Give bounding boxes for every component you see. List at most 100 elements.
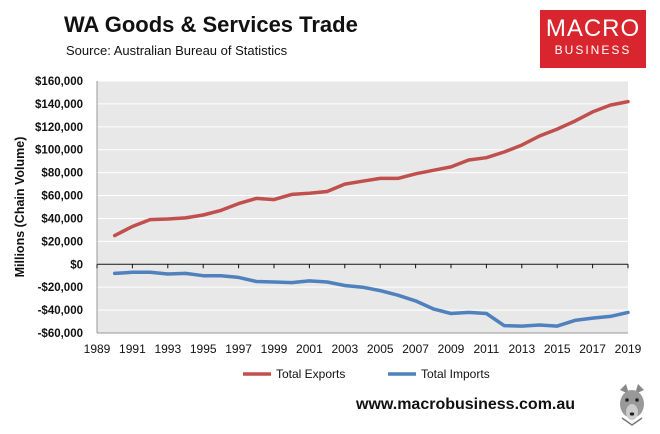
y-tick-label: $120,000 — [35, 122, 83, 134]
exports-data-point — [184, 216, 187, 220]
x-tick-label: 2007 — [402, 342, 429, 356]
exports-data-point — [591, 110, 594, 114]
imports-data-point — [626, 311, 630, 314]
exports-data-point — [556, 127, 559, 131]
y-tick-label: $20,000 — [41, 236, 83, 248]
exports-data-point — [449, 165, 453, 169]
imports-data-point — [591, 316, 594, 320]
x-tick-label: 2015 — [544, 342, 571, 356]
exports-data-point — [237, 202, 240, 205]
imports-data-point — [325, 280, 329, 284]
imports-data-point — [219, 274, 223, 277]
exports-data-point — [520, 143, 523, 147]
imports-data-point — [272, 280, 276, 284]
website-url: www.macrobusiness.com.au — [356, 396, 576, 413]
x-tick-label: 1993 — [154, 342, 181, 356]
chart-source: Source: Australian Bureau of Statistics — [66, 43, 288, 58]
exports-data-point — [396, 177, 400, 180]
exports-data-point — [166, 217, 169, 221]
exports-data-point — [467, 158, 470, 162]
y-tick-label: -$20,000 — [38, 282, 83, 294]
x-tick-label: 2017 — [579, 342, 606, 356]
y-tick-label: -$40,000 — [38, 305, 83, 317]
imports-data-point — [237, 276, 240, 279]
imports-data-point — [467, 311, 470, 314]
y-tick-label: $100,000 — [35, 145, 83, 157]
exports-data-point — [202, 213, 205, 217]
y-tick-label: $140,000 — [35, 99, 83, 111]
exports-data-point — [573, 119, 577, 123]
imports-data-point — [556, 324, 559, 328]
x-tick-label: 2019 — [615, 342, 642, 356]
x-tick-label: 1995 — [190, 342, 217, 356]
y-tick-label: $60,000 — [41, 191, 83, 203]
imports-data-point — [609, 315, 612, 318]
imports-data-point — [538, 323, 541, 327]
imports-data-point — [573, 319, 577, 322]
y-tick-label: $0 — [70, 259, 83, 271]
exports-data-point — [308, 192, 311, 195]
exports-series-line — [112, 99, 630, 238]
x-tick-label: 2013 — [508, 342, 535, 356]
legend-exports-label: Total Exports — [276, 367, 345, 381]
exports-data-point — [255, 197, 258, 200]
imports-data-point — [166, 272, 169, 276]
exports-data-point — [538, 134, 541, 138]
plot-area — [97, 81, 628, 333]
wolf-mascot-icon — [614, 382, 650, 426]
macrobusiness-logo: MACRO BUSINESS — [540, 10, 646, 68]
x-tick-label: 2003 — [331, 342, 358, 356]
x-tick-label: 1997 — [225, 342, 252, 356]
exports-data-point — [502, 150, 506, 154]
exports-data-point — [148, 218, 152, 221]
y-axis-label: Millions (Chain Volume) — [13, 137, 27, 278]
exports-data-point — [609, 103, 612, 107]
x-tick-label: 1989 — [84, 342, 111, 356]
exports-data-point — [361, 180, 364, 183]
imports-data-point — [502, 324, 506, 327]
x-tick-label: 1999 — [261, 342, 288, 356]
exports-data-point — [485, 156, 488, 159]
imports-data-point — [184, 272, 187, 275]
chart-title: WA Goods & Services Trade — [64, 12, 358, 37]
imports-series-line — [112, 270, 630, 328]
imports-data-point — [361, 285, 364, 289]
imports-data-point — [131, 271, 134, 274]
exports-data-point — [272, 198, 276, 201]
y-tick-label: -$60,000 — [38, 328, 83, 340]
exports-data-point — [113, 234, 116, 237]
exports-data-point — [626, 100, 630, 103]
y-tick-label: $80,000 — [41, 168, 83, 180]
x-tick-label: 2001 — [296, 342, 323, 356]
y-tick-label: $160,000 — [35, 76, 83, 88]
logo-line-business: BUSINESS — [554, 43, 632, 57]
imports-data-point — [485, 312, 488, 315]
exports-data-point — [379, 177, 382, 180]
exports-data-point — [414, 172, 417, 175]
exports-data-point — [219, 209, 223, 212]
imports-data-point — [255, 280, 258, 283]
y-tick-label: $40,000 — [41, 213, 83, 225]
exports-data-point — [290, 193, 293, 196]
exports-data-point — [343, 182, 346, 186]
x-tick-label: 2011 — [473, 342, 499, 356]
imports-data-point — [379, 289, 382, 292]
imports-data-point — [148, 271, 152, 274]
imports-data-point — [414, 299, 417, 303]
imports-data-point — [202, 274, 205, 277]
imports-data-point — [396, 294, 400, 297]
imports-data-point — [113, 272, 116, 275]
imports-data-point — [432, 307, 435, 311]
imports-data-point — [520, 324, 523, 328]
legend-imports-label: Total Imports — [421, 367, 490, 381]
imports-data-point — [308, 279, 311, 283]
x-tick-label: 1991 — [119, 342, 146, 356]
logo-line-macro: MACRO — [545, 15, 641, 42]
exports-data-point — [325, 190, 329, 193]
imports-data-point — [343, 284, 346, 287]
x-tick-label: 2005 — [367, 342, 394, 356]
imports-data-point — [449, 312, 453, 315]
exports-data-point — [432, 169, 435, 172]
imports-data-point — [290, 281, 293, 284]
